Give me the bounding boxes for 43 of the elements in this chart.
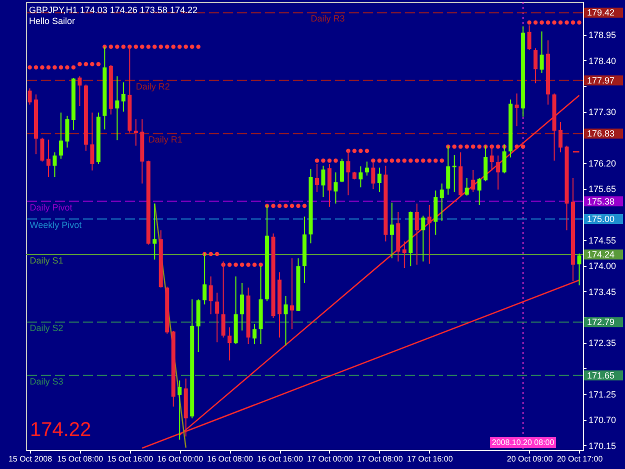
chart-title: GBPJPY,H1 174.03 174.26 173.58 174.22 xyxy=(29,5,198,15)
text: 177.97 xyxy=(587,75,615,86)
ref-line-label: Daily R1 xyxy=(148,134,182,145)
y-tick-label: 174.00 xyxy=(588,261,616,272)
x-tick-label: 17 Oct 08:00 xyxy=(357,454,404,464)
y-tick-label: 176.20 xyxy=(588,158,616,168)
ref-line-label: Daily Pivot xyxy=(30,202,73,212)
y-tick-label: 170.15 xyxy=(588,440,616,451)
y-tick-label: 172.35 xyxy=(588,338,616,348)
text: Hello Sailor xyxy=(29,16,76,26)
y-tick-label: 178.40 xyxy=(588,56,616,66)
text: 175.38 xyxy=(587,196,615,206)
text: 176.83 xyxy=(587,128,615,139)
y-tick-label: 174.55 xyxy=(588,236,616,246)
y-tick-label: 171.25 xyxy=(588,390,616,400)
x-tick-label: 17 Oct 00:00 xyxy=(307,454,354,464)
x-tick-label: 17 Oct 16:00 xyxy=(406,454,454,464)
x-tick-label: 2008.10.20 08:00 xyxy=(492,438,555,447)
x-tick-label: 20 Oct 17:00 xyxy=(556,454,604,464)
x-tick-label: 16 Oct 08:00 xyxy=(207,454,254,464)
x-tick-label: 15 Oct 2008 xyxy=(8,454,53,464)
text: 171.65 xyxy=(587,370,615,380)
text: 179.42 xyxy=(587,8,615,18)
ref-line-label: Daily S1 xyxy=(30,255,64,266)
text: 172.79 xyxy=(587,317,615,328)
annotation: 174.22 xyxy=(30,419,92,441)
x-tick-label: 16 Oct 16:00 xyxy=(257,454,304,464)
ref-line-label: Daily S2 xyxy=(30,323,64,334)
y-tick-label: 178.95 xyxy=(588,30,616,40)
text: 175.00 xyxy=(587,214,615,224)
ref-line-label: Weekly Pivot xyxy=(30,220,82,230)
x-tick-label: 15 Oct 08:00 xyxy=(57,454,104,464)
x-tick-label: 20 Oct 09:00 xyxy=(506,454,554,464)
ref-line-label: Daily R3 xyxy=(310,14,345,24)
ref-line-label: Daily R2 xyxy=(136,81,170,92)
y-tick-label: 177.30 xyxy=(588,107,616,118)
y-tick-label: 173.45 xyxy=(588,286,616,297)
y-tick-label: 175.65 xyxy=(588,184,616,194)
x-tick-label: 15 Oct 16:00 xyxy=(107,454,154,464)
x-tick-label: 16 Oct 00:00 xyxy=(157,454,204,464)
ref-line-label: Daily S3 xyxy=(30,376,64,386)
y-tick-label: 170.70 xyxy=(588,415,616,426)
text: 174.24 xyxy=(587,249,615,260)
